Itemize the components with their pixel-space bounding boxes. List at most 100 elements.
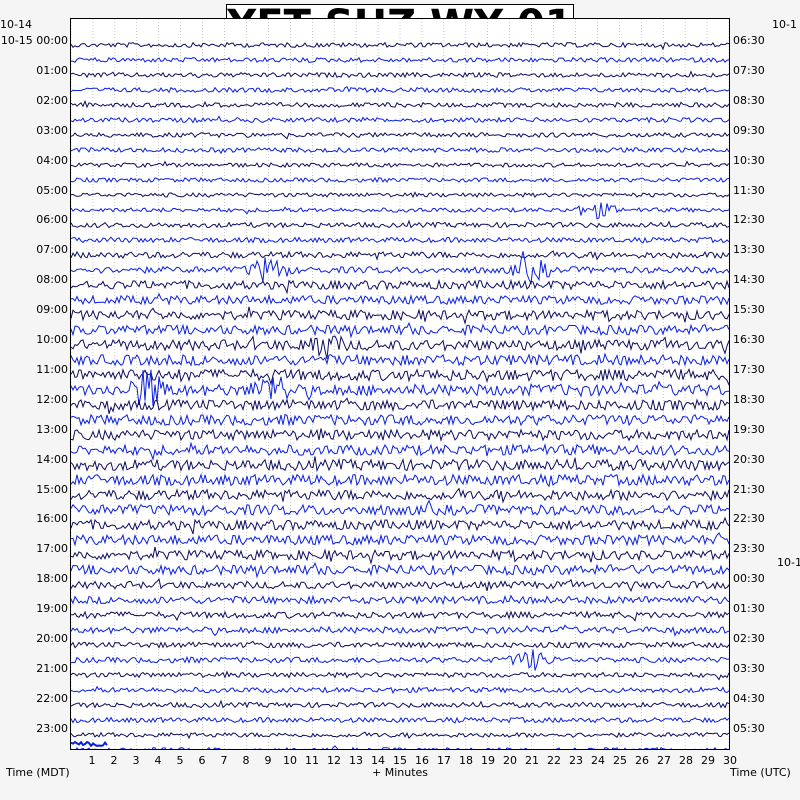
right-hour-label: 17:30	[733, 362, 765, 376]
left-hour-label: 09:00	[36, 303, 68, 317]
seismic-trace-line	[71, 146, 729, 155]
seismic-trace-line	[71, 131, 729, 140]
seismic-trace-line	[71, 251, 729, 286]
helicorder-plot-area	[70, 18, 730, 750]
x-tick-label: 15	[393, 754, 407, 767]
left-hour-label: 10:00	[36, 333, 68, 346]
seismic-trace-line	[71, 594, 729, 606]
x-tick-label: 26	[635, 754, 649, 767]
right-hour-label: 09:30	[733, 123, 765, 137]
seismic-trace-line	[71, 649, 729, 671]
x-tick-label: 30	[723, 754, 737, 767]
left-hour-label: 22:00	[36, 691, 68, 705]
right-hour-label: 20:30	[733, 452, 765, 466]
seismic-trace-line	[71, 70, 729, 79]
left-hour-label: 06:00	[36, 213, 68, 227]
left-hour-label: 14:00	[36, 452, 68, 466]
left-hour-label: 04:00	[36, 153, 68, 167]
x-tick-label: 6	[198, 754, 206, 767]
seismic-trace-line	[71, 577, 729, 592]
x-tick-label: 16	[415, 754, 429, 767]
seismic-trace-line	[71, 532, 729, 547]
right-hour-label: 21:30	[733, 482, 765, 496]
x-tick-label: 20	[503, 754, 517, 767]
seismic-trace-line	[71, 236, 729, 244]
x-tick-label: 22	[547, 754, 561, 767]
seismic-trace-line	[71, 367, 729, 386]
x-tick-label: 9	[264, 754, 272, 767]
seismic-trace-line	[71, 456, 729, 473]
seismic-trace-line	[71, 115, 729, 124]
x-tick-label: 27	[657, 754, 671, 767]
right-hour-label: 05:30	[733, 721, 765, 735]
left-hour-label: 15:00	[36, 482, 68, 496]
right-date-mid: 10-1	[777, 556, 800, 569]
right-hour-label: 23:30	[733, 542, 765, 556]
seismic-trace-line	[71, 334, 729, 360]
x-tick-label: 1	[88, 754, 96, 767]
left-hour-label: 19:00	[36, 602, 68, 616]
seismic-trace-line	[71, 516, 729, 535]
left-hour-label: 11:00	[36, 362, 68, 376]
seismic-trace-line	[71, 352, 729, 367]
x-axis-label: + Minutes	[372, 766, 429, 779]
seismic-trace-line	[71, 202, 729, 220]
seismic-trace-line	[71, 487, 729, 504]
right-hour-label: 01:30	[733, 602, 765, 616]
left-hour-label: 18:00	[36, 572, 68, 586]
seismic-trace-line	[71, 428, 729, 443]
left-axis-label: Time (MDT)	[6, 766, 70, 779]
left-hour-label: 03:00	[36, 123, 68, 137]
seismic-trace-line	[71, 670, 729, 681]
seismic-trace-line	[71, 56, 729, 64]
left-hour-label: 17:00	[36, 542, 68, 556]
x-tick-label: 17	[437, 754, 451, 767]
seismic-trace-line	[71, 160, 729, 168]
seismic-trace-line	[71, 624, 729, 637]
x-tick-label: 25	[613, 754, 627, 767]
x-tick-label: 21	[525, 754, 539, 767]
x-tick-label: 8	[242, 754, 250, 767]
x-tick-label: 2	[110, 754, 118, 767]
x-tick-label: 13	[349, 754, 363, 767]
seismic-trace-line	[71, 561, 729, 579]
seismic-trace-line	[71, 716, 729, 724]
x-tick-label: 10	[283, 754, 297, 767]
left-hour-label: 23:00	[36, 721, 68, 735]
seismic-trace-line	[71, 441, 729, 461]
seismic-trace-current	[71, 740, 108, 748]
right-hour-label: 13:30	[733, 243, 765, 257]
right-axis-label: Time (UTC)	[730, 766, 791, 779]
x-tick-label: 28	[679, 754, 693, 767]
right-hour-label: 02:30	[733, 632, 765, 645]
left-hour-label: 01:00	[36, 63, 68, 77]
seismic-trace-line	[71, 41, 729, 51]
left-hour-label: 16:00	[36, 512, 68, 526]
seismic-trace-line	[71, 369, 729, 406]
seismic-trace-line	[71, 685, 729, 695]
seismic-trace-line	[71, 472, 729, 488]
left-hour-label: 21:00	[36, 661, 68, 675]
right-hour-label: 19:30	[733, 422, 765, 436]
x-tick-label: 24	[591, 754, 605, 767]
seismic-trace-line	[71, 610, 729, 622]
right-hour-label: 18:30	[733, 392, 765, 406]
x-tick-label: 19	[481, 754, 495, 767]
seismic-trace-line	[71, 219, 729, 229]
x-tick-label: 29	[701, 754, 715, 767]
seismic-trace-line	[71, 85, 729, 94]
helicorder-traces	[71, 19, 729, 749]
x-tick-label: 18	[459, 754, 473, 767]
seismic-trace-line	[71, 176, 729, 184]
right-hour-label: 03:30	[733, 661, 765, 675]
x-tick-label: 23	[569, 754, 583, 767]
seismic-trace-line	[71, 397, 729, 414]
right-hour-label: 10:30	[733, 153, 765, 167]
x-tick-label: 7	[220, 754, 228, 767]
left-hour-label: 05:00	[36, 183, 68, 197]
seismic-trace-line	[71, 250, 729, 261]
left-hour-label: 12:00	[36, 392, 68, 406]
seismic-trace-line	[71, 731, 729, 740]
seismic-trace-line	[71, 306, 729, 325]
right-hour-label: 04:30	[733, 691, 765, 705]
